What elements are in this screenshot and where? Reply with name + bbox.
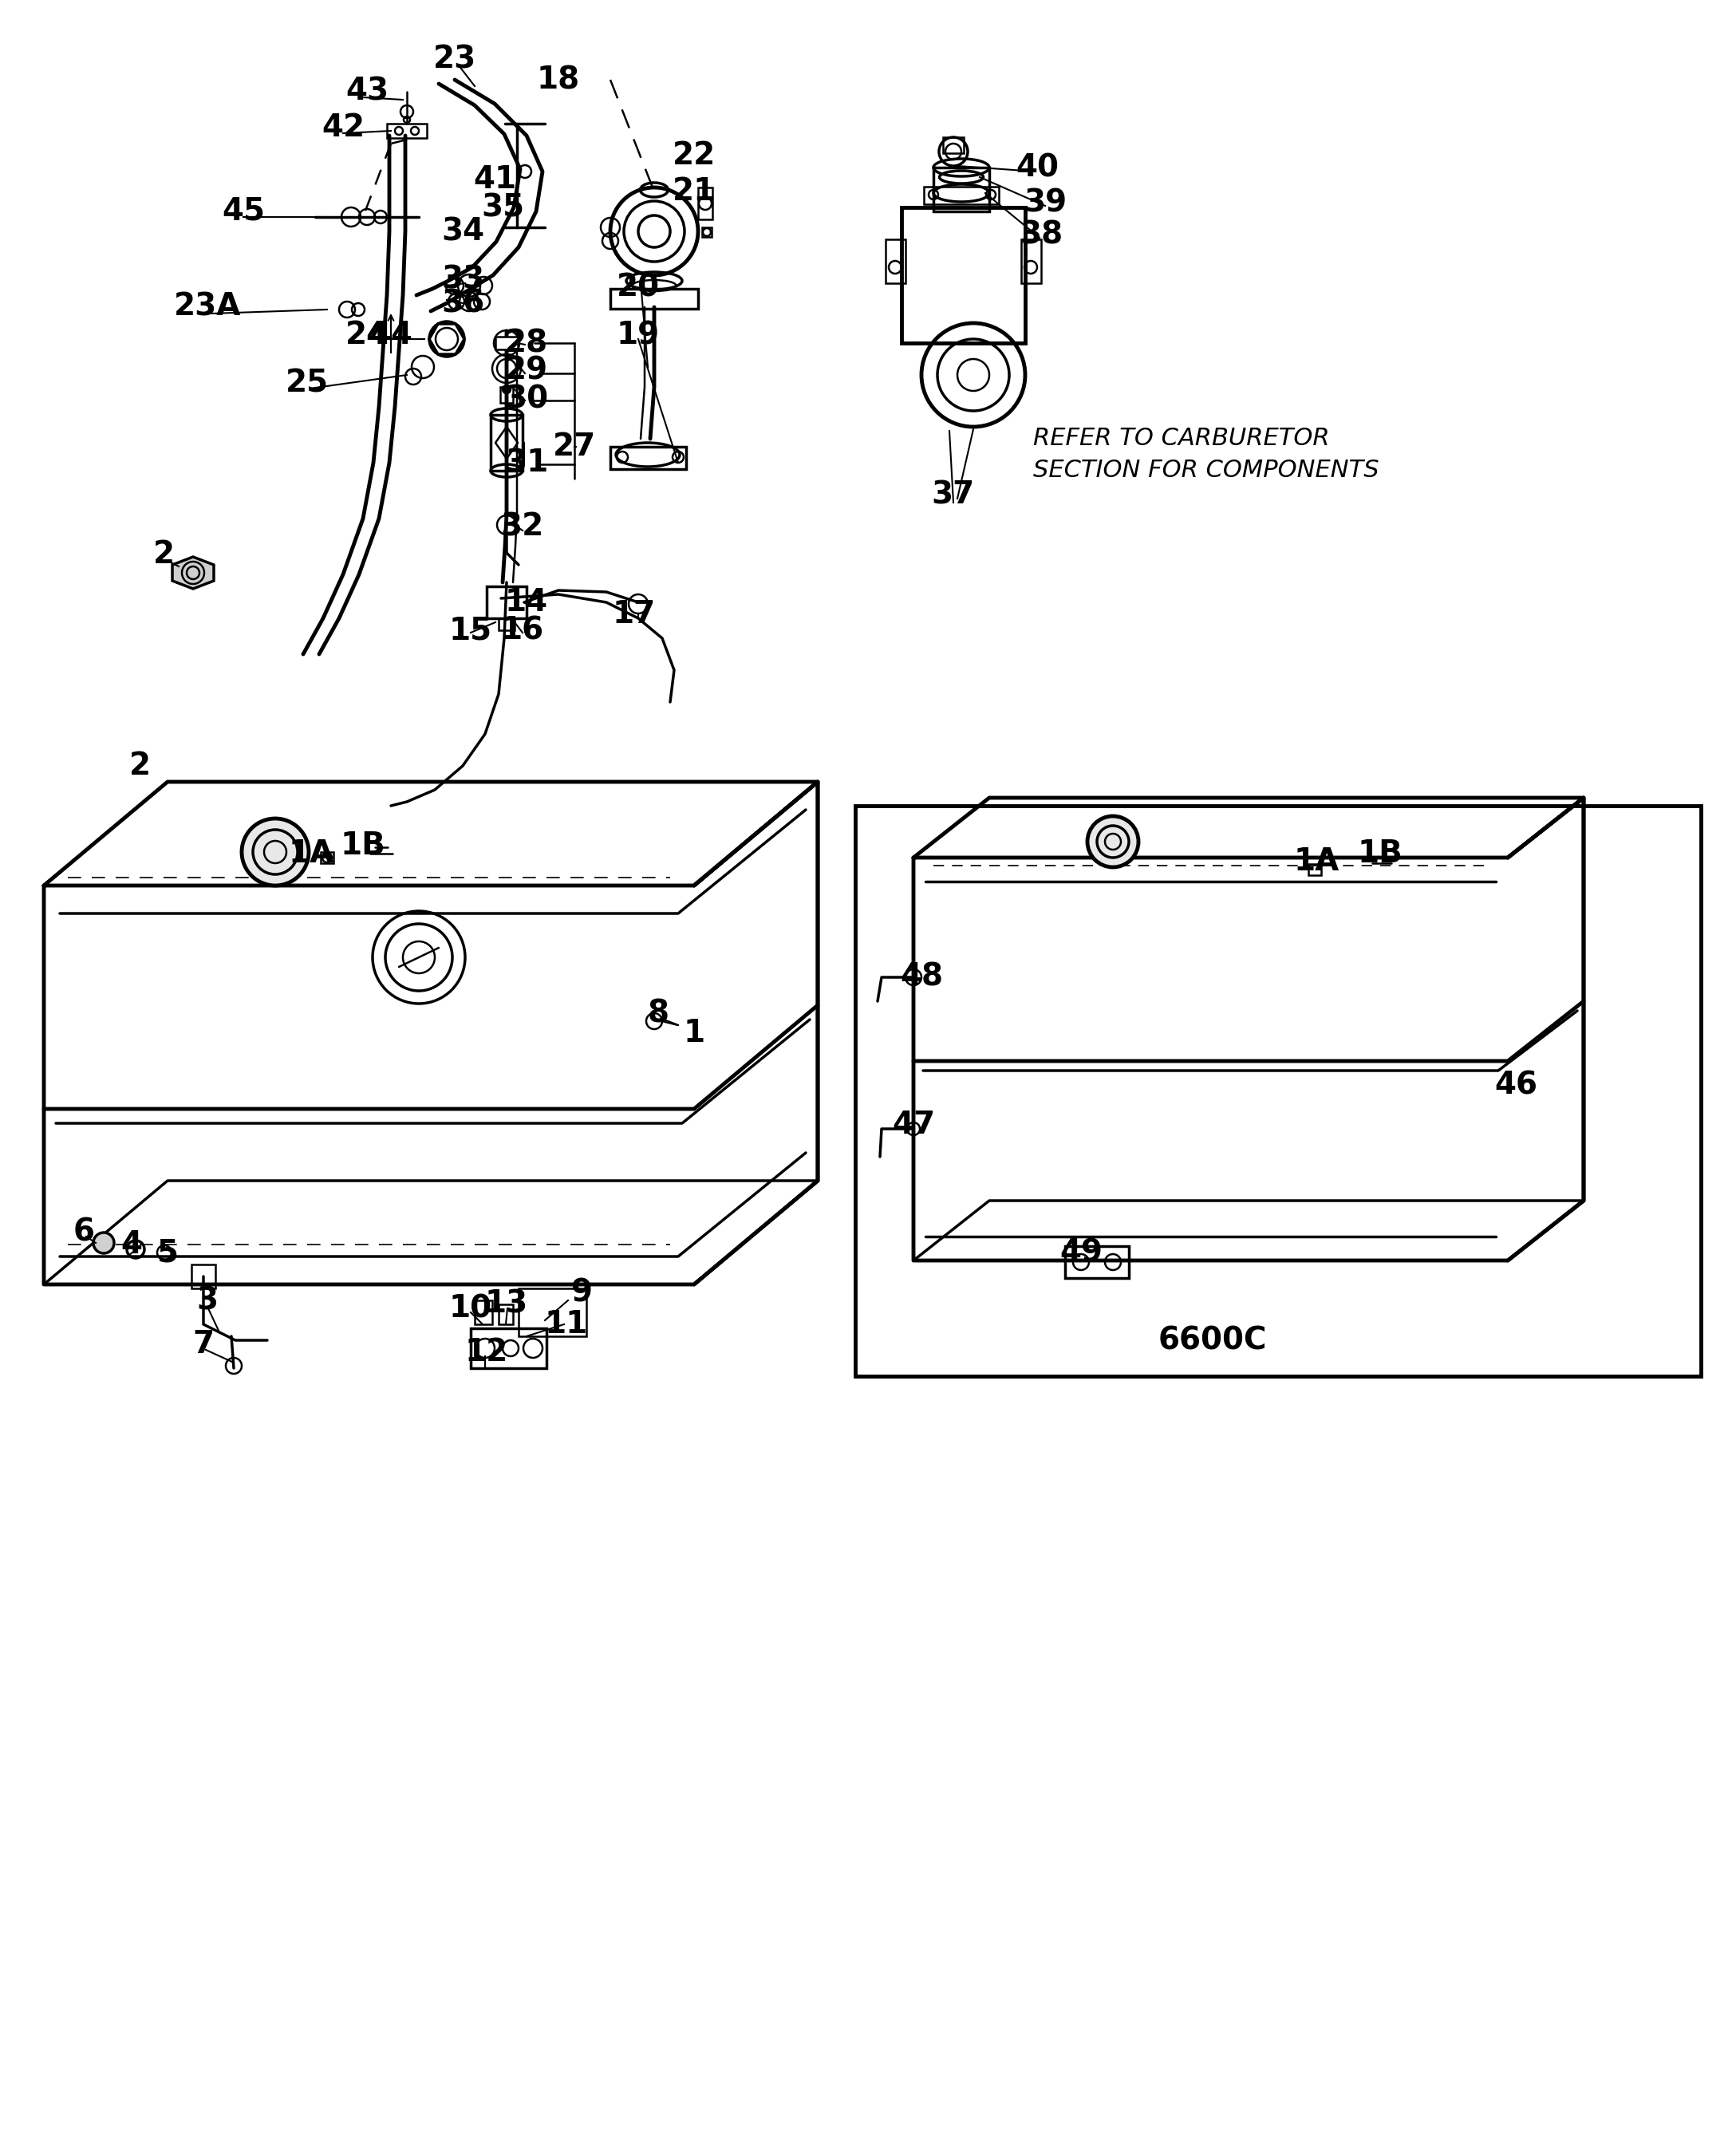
Text: 30: 30 xyxy=(505,383,549,414)
Text: 34: 34 xyxy=(441,215,484,246)
Bar xyxy=(698,187,712,220)
Text: 3: 3 xyxy=(196,1286,219,1316)
Bar xyxy=(491,416,523,472)
Bar xyxy=(495,336,517,349)
Bar xyxy=(470,1329,547,1368)
Text: 13: 13 xyxy=(484,1290,528,1320)
Bar xyxy=(856,806,1701,1376)
Bar xyxy=(387,123,427,138)
Bar xyxy=(500,388,512,403)
Bar xyxy=(519,1288,587,1335)
Text: 39: 39 xyxy=(1024,187,1066,218)
Text: 44: 44 xyxy=(370,321,413,351)
Text: 28: 28 xyxy=(505,327,549,358)
Text: 40: 40 xyxy=(1016,153,1059,183)
Text: 27: 27 xyxy=(552,431,595,461)
Text: 41: 41 xyxy=(472,164,516,194)
Text: 5: 5 xyxy=(156,1236,179,1269)
Bar xyxy=(486,586,526,618)
Text: 8: 8 xyxy=(648,997,668,1027)
Text: 16: 16 xyxy=(502,616,543,646)
Text: 36: 36 xyxy=(441,289,484,319)
Bar xyxy=(498,618,514,631)
Text: 21: 21 xyxy=(672,177,715,207)
Text: 45: 45 xyxy=(222,196,266,226)
Circle shape xyxy=(1087,816,1139,868)
Circle shape xyxy=(94,1232,115,1254)
Text: 31: 31 xyxy=(505,448,549,478)
Text: SECTION FOR COMPONENTS: SECTION FOR COMPONENTS xyxy=(1033,459,1378,482)
Text: 25: 25 xyxy=(285,368,328,398)
Text: 17: 17 xyxy=(613,599,656,629)
Text: 2: 2 xyxy=(128,752,151,782)
Bar xyxy=(701,228,712,237)
Bar xyxy=(901,207,1026,342)
Text: 12: 12 xyxy=(465,1338,509,1368)
Bar xyxy=(924,187,998,205)
Text: 14: 14 xyxy=(505,588,549,618)
Text: 37: 37 xyxy=(932,480,976,510)
Text: 10: 10 xyxy=(450,1292,493,1323)
Text: 49: 49 xyxy=(1059,1236,1102,1269)
Text: 42: 42 xyxy=(321,112,365,142)
Bar xyxy=(474,1301,493,1325)
Text: 1A: 1A xyxy=(1293,847,1338,877)
Text: 29: 29 xyxy=(505,355,549,386)
Text: 1A: 1A xyxy=(288,838,333,868)
Text: 22: 22 xyxy=(672,140,715,170)
Text: 4: 4 xyxy=(122,1230,142,1260)
Circle shape xyxy=(241,819,309,885)
Text: 46: 46 xyxy=(1495,1071,1538,1101)
Bar xyxy=(943,138,963,153)
Text: 32: 32 xyxy=(502,510,543,541)
Bar xyxy=(611,446,686,470)
Text: 19: 19 xyxy=(616,321,660,351)
Bar xyxy=(191,1264,215,1288)
Bar xyxy=(885,239,906,282)
Text: REFER TO CARBURETOR: REFER TO CARBURETOR xyxy=(1033,426,1330,450)
Bar xyxy=(498,1305,512,1325)
Bar xyxy=(321,853,333,864)
Text: 6600C: 6600C xyxy=(1158,1325,1267,1355)
Text: 1B: 1B xyxy=(1358,838,1403,868)
Bar xyxy=(1309,864,1321,875)
Bar xyxy=(934,168,990,211)
Text: 23: 23 xyxy=(432,45,476,75)
Bar xyxy=(1021,239,1042,282)
Text: 1B: 1B xyxy=(340,831,385,862)
Text: 33: 33 xyxy=(441,265,484,295)
Text: 47: 47 xyxy=(892,1109,936,1139)
Text: 43: 43 xyxy=(345,78,389,108)
Polygon shape xyxy=(172,558,214,588)
Bar xyxy=(611,289,698,308)
Circle shape xyxy=(503,386,510,394)
Text: 48: 48 xyxy=(899,963,943,993)
Text: 7: 7 xyxy=(193,1329,214,1359)
Text: 23A: 23A xyxy=(174,293,241,323)
Text: 9: 9 xyxy=(571,1277,594,1307)
Text: 24: 24 xyxy=(345,321,389,351)
Text: 1: 1 xyxy=(684,1019,705,1049)
Bar xyxy=(1066,1247,1128,1277)
Text: 6: 6 xyxy=(73,1217,94,1247)
Text: 2: 2 xyxy=(153,538,174,569)
Text: 15: 15 xyxy=(450,616,493,646)
Text: 11: 11 xyxy=(545,1310,589,1340)
Text: 20: 20 xyxy=(616,271,660,302)
Text: 18: 18 xyxy=(536,65,580,95)
Text: 35: 35 xyxy=(481,192,524,222)
Text: 38: 38 xyxy=(1019,220,1062,250)
